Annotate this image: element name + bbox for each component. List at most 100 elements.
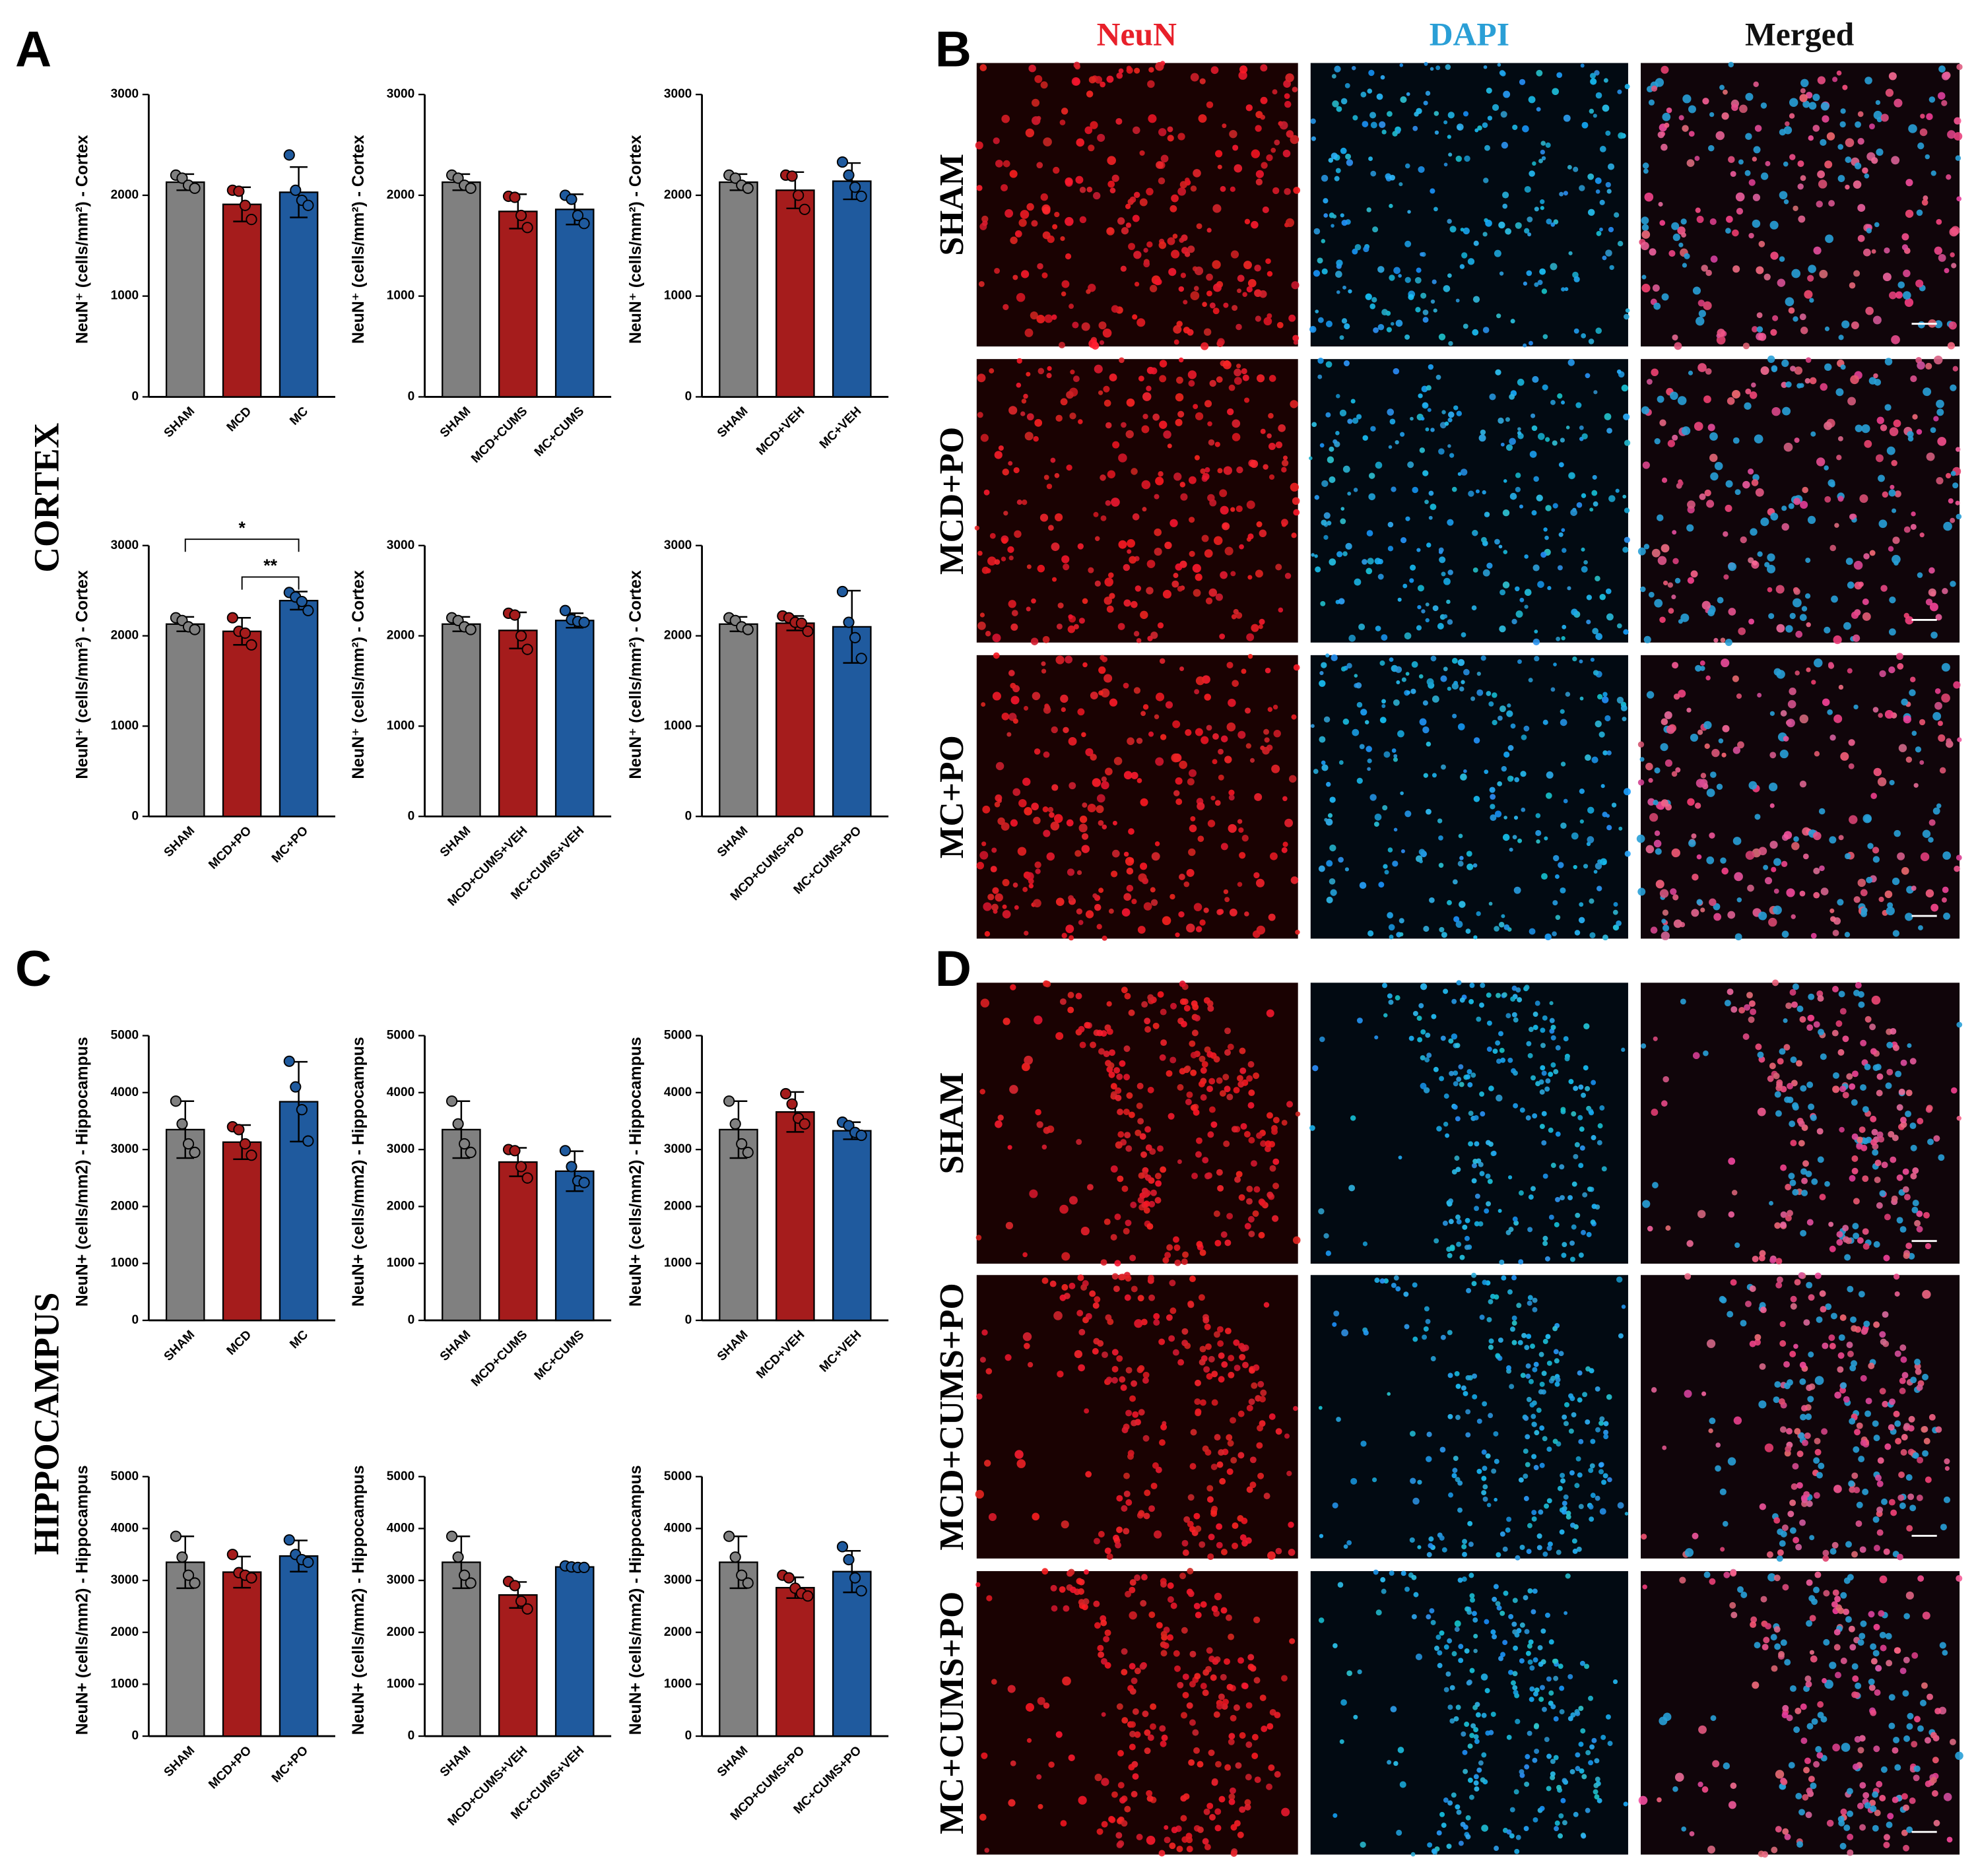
cell <box>1933 416 1939 422</box>
cell <box>1243 1130 1251 1138</box>
cell <box>1237 819 1243 824</box>
data-point <box>559 1145 572 1157</box>
cell <box>1487 1179 1493 1184</box>
cell <box>1799 714 1809 724</box>
cell <box>1220 1549 1228 1555</box>
y-tick-label: 2000 <box>664 188 692 202</box>
cell <box>1749 1340 1756 1347</box>
cell <box>1251 1753 1259 1759</box>
cell <box>1832 1072 1839 1079</box>
cell <box>1774 1091 1781 1098</box>
cell <box>1847 668 1853 674</box>
cell <box>1438 862 1444 868</box>
cell <box>1244 707 1251 714</box>
cell <box>1179 181 1187 189</box>
cell <box>1472 1704 1478 1710</box>
cell <box>1879 1575 1888 1584</box>
cell <box>1447 519 1454 526</box>
cell <box>1082 662 1088 668</box>
cell <box>1710 255 1718 263</box>
cell <box>1788 1173 1795 1180</box>
cell <box>1131 1790 1138 1797</box>
cell <box>1903 526 1911 533</box>
cell <box>1400 791 1404 795</box>
cell <box>1484 145 1490 151</box>
cell <box>1438 448 1445 455</box>
cell <box>1501 992 1507 998</box>
cell <box>1862 248 1871 257</box>
cell <box>1488 1142 1494 1147</box>
cell <box>1484 1208 1490 1214</box>
cell <box>1507 745 1514 751</box>
cell <box>1880 1338 1887 1345</box>
cell <box>1286 1470 1292 1477</box>
cell <box>1955 1751 1963 1761</box>
cell <box>1181 1539 1189 1547</box>
cell <box>1379 121 1386 129</box>
cell <box>1164 1825 1169 1830</box>
cell <box>1950 517 1956 523</box>
cell <box>1828 1221 1834 1227</box>
cell <box>1918 925 1923 930</box>
cell <box>1276 321 1284 329</box>
y-tick-label: 1000 <box>111 1677 139 1691</box>
cell <box>1828 662 1834 668</box>
cell <box>1864 439 1872 448</box>
data-point <box>578 218 590 230</box>
cell <box>1537 1645 1543 1651</box>
cell <box>1459 686 1465 692</box>
cell <box>1860 1375 1867 1382</box>
cell <box>1449 453 1455 458</box>
cell <box>1836 70 1842 76</box>
cell <box>1595 633 1602 640</box>
cell <box>1480 1777 1486 1783</box>
cell <box>1098 820 1104 826</box>
cell <box>1799 313 1806 321</box>
cell <box>1117 1175 1124 1182</box>
cell <box>1228 1793 1235 1800</box>
cell <box>1794 437 1800 443</box>
cell <box>1513 1645 1519 1651</box>
data-point <box>452 1118 464 1130</box>
cell <box>1823 1638 1830 1646</box>
cell <box>1567 165 1572 170</box>
cell <box>1491 1468 1497 1474</box>
cell <box>1801 606 1808 612</box>
cell <box>1596 231 1602 236</box>
cell <box>1862 167 1868 174</box>
cell <box>1546 1753 1552 1759</box>
cell <box>1435 374 1441 380</box>
cell <box>1464 1648 1470 1654</box>
micrograph <box>976 652 1300 941</box>
cell <box>1857 111 1864 117</box>
cell <box>1144 1489 1151 1497</box>
cell <box>1870 1658 1878 1665</box>
cell <box>1123 1045 1131 1052</box>
cell <box>1229 129 1237 139</box>
cell <box>1008 600 1016 608</box>
cell <box>1703 301 1712 310</box>
cell <box>1389 275 1395 281</box>
cell <box>1455 1804 1461 1810</box>
cell <box>1956 1574 1963 1582</box>
cell <box>1025 1702 1035 1712</box>
cell <box>1590 1219 1596 1225</box>
cell <box>1260 64 1268 72</box>
cell <box>1818 1029 1824 1036</box>
cell <box>1675 767 1681 773</box>
cell <box>1890 484 1895 490</box>
cell <box>1198 114 1207 123</box>
channel-title: NeuN <box>1097 16 1177 53</box>
cell <box>1849 815 1858 824</box>
cell <box>1527 1295 1533 1301</box>
cell <box>1795 1792 1802 1799</box>
cell <box>1745 133 1752 140</box>
cell <box>1540 552 1547 558</box>
y-tick-label: 2000 <box>111 1199 139 1213</box>
cell <box>1807 515 1816 525</box>
cell <box>1455 298 1460 303</box>
cell <box>1581 566 1588 573</box>
cell <box>1824 496 1831 503</box>
cell <box>1892 878 1900 886</box>
cell <box>984 1848 990 1853</box>
